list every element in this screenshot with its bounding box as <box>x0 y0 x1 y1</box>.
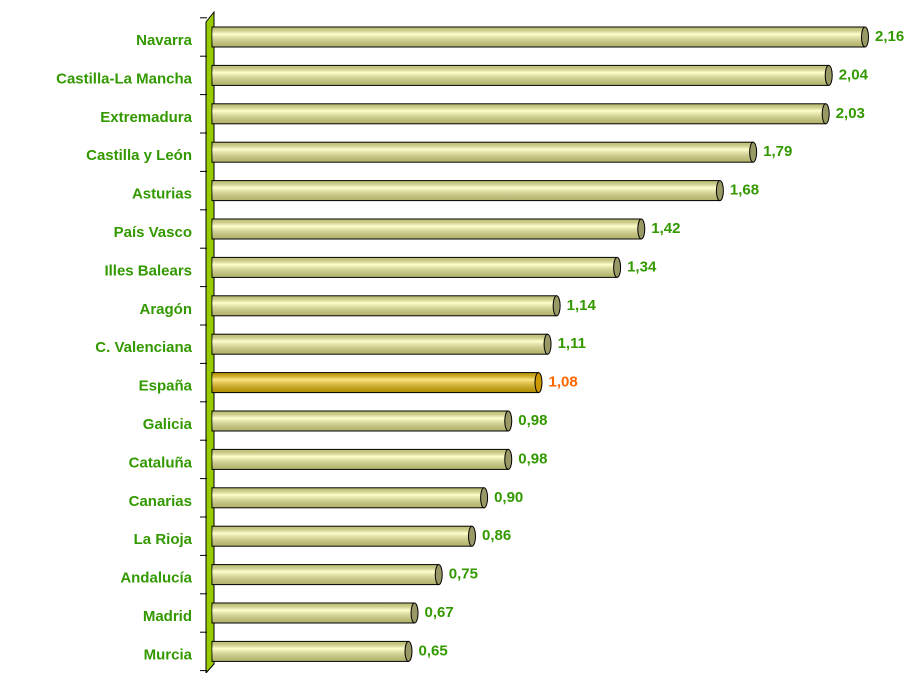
value-label: 1,79 <box>763 143 792 160</box>
bar-shade <box>212 180 720 201</box>
bar-cap <box>613 256 622 278</box>
category-label: Castilla y León <box>86 147 192 164</box>
category-label: España <box>139 378 193 395</box>
value-label: 0,75 <box>449 566 478 583</box>
category-label: Cataluña <box>129 454 193 471</box>
bar-cap <box>749 141 758 163</box>
category-label: C. Valenciana <box>95 339 192 356</box>
bar-cap <box>410 602 419 624</box>
bar-shade <box>212 526 472 547</box>
value-label: 1,14 <box>567 297 597 314</box>
bar-shade <box>212 334 548 355</box>
bar-cap <box>434 564 443 586</box>
value-label: 2,16 <box>875 28 904 45</box>
bar-cap <box>824 64 833 86</box>
bar-shade <box>212 372 539 393</box>
bar-cap <box>552 295 561 317</box>
bar-shade <box>212 257 618 278</box>
value-label: 0,86 <box>482 527 511 544</box>
bar-cap <box>861 26 869 48</box>
bar-cap <box>534 372 543 394</box>
category-label: Aragón <box>140 301 193 318</box>
value-label: 2,04 <box>839 66 869 83</box>
bar-cap <box>715 180 724 202</box>
bar-cap <box>480 487 489 509</box>
value-label: 1,68 <box>730 182 759 199</box>
bar-shade <box>212 27 865 47</box>
category-label: Asturias <box>132 186 192 203</box>
category-label: La Rioja <box>134 531 193 548</box>
value-label: 0,67 <box>425 604 454 621</box>
value-label: 0,98 <box>518 450 547 467</box>
value-label: 2,03 <box>836 105 865 122</box>
bar-shade <box>212 564 439 585</box>
bar-shade <box>212 641 409 662</box>
value-label: 0,65 <box>419 642 448 659</box>
bar-cap <box>404 640 413 662</box>
bar-cap <box>504 448 513 470</box>
bar-cap <box>821 103 830 125</box>
bar-shade <box>212 487 485 508</box>
category-label: Castilla-La Mancha <box>56 70 193 87</box>
category-label: Navarra <box>136 32 193 49</box>
bar-shade <box>212 219 642 239</box>
value-label: 0,90 <box>494 489 523 506</box>
bar-cap <box>637 218 646 240</box>
bar-shade <box>212 449 509 470</box>
category-label: Illes Balears <box>104 262 192 279</box>
value-label: 1,11 <box>558 335 586 352</box>
bar-shade <box>212 103 826 124</box>
category-label: Extremadura <box>100 109 192 126</box>
bar-shade <box>212 142 754 163</box>
category-label: Madrid <box>143 608 192 625</box>
category-label: País Vasco <box>114 224 192 241</box>
bar-shade <box>212 411 509 431</box>
bar-cap <box>467 525 476 547</box>
category-label: Galicia <box>143 416 193 433</box>
value-label: 1,34 <box>627 258 657 275</box>
category-label: Canarias <box>129 493 192 510</box>
bar-cap <box>504 410 513 432</box>
bar-cap <box>543 333 552 355</box>
category-label: Murcia <box>144 646 193 663</box>
value-label: 0,98 <box>518 412 547 429</box>
bar-shade <box>212 295 557 316</box>
category-label: Andalucía <box>120 570 192 587</box>
bar-shade <box>212 65 829 86</box>
value-label: 1,42 <box>651 220 680 237</box>
value-label: 1,08 <box>549 374 578 391</box>
bar-shade <box>212 603 415 623</box>
